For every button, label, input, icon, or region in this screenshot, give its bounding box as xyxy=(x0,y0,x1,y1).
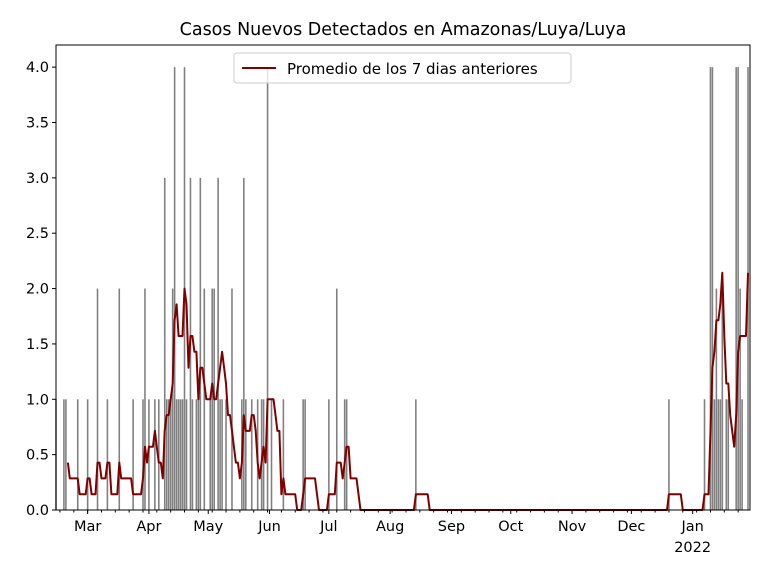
bar xyxy=(250,399,253,510)
y-tick-label: 1.0 xyxy=(26,392,49,408)
y-tick-label: 0.0 xyxy=(26,503,49,519)
bar xyxy=(173,67,176,511)
bar xyxy=(219,399,221,510)
x-tick-label: May xyxy=(193,519,223,535)
bar xyxy=(231,288,233,510)
bar xyxy=(199,177,202,510)
bar xyxy=(167,399,170,510)
bar xyxy=(96,288,99,510)
y-tick-label: 0.5 xyxy=(26,448,49,464)
bar xyxy=(106,399,109,510)
bar xyxy=(711,67,714,511)
x-tick-label: Apr xyxy=(136,519,161,535)
bar xyxy=(739,288,741,510)
bar xyxy=(195,399,198,510)
x-tick-label: Oct xyxy=(498,519,523,535)
y-tick-label: 3.0 xyxy=(26,171,49,187)
bar xyxy=(302,399,304,510)
bar xyxy=(158,399,160,510)
bar xyxy=(65,399,67,510)
bar xyxy=(737,67,739,511)
bar xyxy=(181,399,184,510)
y-tick-label: 4.0 xyxy=(26,60,49,76)
bar xyxy=(76,399,79,510)
bar xyxy=(169,399,172,510)
bar xyxy=(282,399,285,510)
legend-label: Promedio de los 7 dias anteriores xyxy=(287,60,538,78)
bar xyxy=(719,399,722,510)
bar xyxy=(163,177,166,510)
bar xyxy=(725,399,728,510)
bar xyxy=(118,288,121,510)
x-tick-year-label: 2022 xyxy=(674,540,711,556)
bar xyxy=(713,399,716,510)
legend: Promedio de los 7 dias anteriores xyxy=(233,52,572,84)
y-tick-label: 1.5 xyxy=(26,337,49,353)
bar xyxy=(142,399,144,510)
bar xyxy=(709,67,712,511)
bar xyxy=(415,399,417,510)
bar xyxy=(741,399,743,510)
bar xyxy=(63,399,65,510)
x-tick-label: Aug xyxy=(376,519,404,535)
plot-frame xyxy=(55,44,751,511)
bar xyxy=(165,399,168,510)
bar xyxy=(175,399,178,510)
bar xyxy=(177,399,180,510)
x-tick-label: Jan xyxy=(680,519,703,535)
chart-title: Casos Nuevos Detectados en Amazonas/Luya… xyxy=(180,20,627,40)
bar xyxy=(154,399,156,510)
bar xyxy=(270,399,273,510)
x-tick-label: Sep xyxy=(438,519,465,535)
bar xyxy=(217,177,219,510)
x-tick-label: Jul xyxy=(319,519,338,535)
bar xyxy=(703,399,706,510)
y-axis: 0.0 0.5 1.0 1.5 2.0 2.5 3.0 3.5 4.0 xyxy=(26,60,56,519)
x-tick-label: Jun xyxy=(257,519,281,535)
x-tick-label: Dec xyxy=(617,519,645,535)
bar xyxy=(191,399,194,510)
x-tick-label: Mar xyxy=(74,519,101,535)
bar xyxy=(209,399,212,510)
bar xyxy=(328,399,330,510)
bar xyxy=(171,288,174,510)
bar xyxy=(735,67,737,511)
bar xyxy=(245,399,247,510)
bar xyxy=(211,288,213,510)
bar xyxy=(304,399,306,510)
bar xyxy=(266,67,269,511)
bar xyxy=(185,399,188,510)
bar xyxy=(203,288,206,510)
x-axis: Mar Apr May Jun Jul Aug Sep Oct Nov Dec Jan 2022 xyxy=(59,510,739,556)
bar xyxy=(721,288,724,510)
legend-box xyxy=(233,52,572,84)
bar xyxy=(144,288,146,510)
x-tick-label: Nov xyxy=(558,519,587,535)
bar xyxy=(717,399,720,510)
bar xyxy=(86,399,89,510)
bar xyxy=(132,399,134,510)
y-tick-label: 2.5 xyxy=(26,226,49,242)
bar xyxy=(179,399,182,510)
bar xyxy=(221,399,223,510)
bar xyxy=(715,288,718,510)
bar xyxy=(335,288,338,510)
bar xyxy=(727,399,730,510)
bar xyxy=(197,399,200,510)
y-tick-label: 2.0 xyxy=(26,282,49,298)
bar xyxy=(243,177,245,510)
bar xyxy=(668,399,670,510)
bar xyxy=(225,399,227,510)
y-tick-label: 3.5 xyxy=(26,116,49,132)
